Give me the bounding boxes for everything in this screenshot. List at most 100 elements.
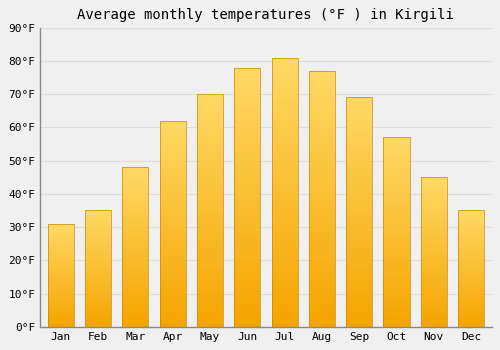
Bar — [122, 295, 148, 296]
Bar — [160, 137, 186, 139]
Bar — [384, 232, 409, 234]
Bar — [384, 315, 409, 317]
Bar — [309, 209, 335, 212]
Bar — [160, 253, 186, 255]
Bar — [421, 195, 447, 197]
Bar — [48, 237, 74, 238]
Bar — [85, 262, 111, 263]
Bar — [272, 284, 297, 286]
Bar — [272, 82, 297, 84]
Bar — [421, 230, 447, 231]
Bar — [421, 179, 447, 180]
Bar — [48, 232, 74, 233]
Bar — [309, 138, 335, 140]
Bar — [272, 222, 297, 224]
Bar — [458, 215, 484, 216]
Bar — [458, 287, 484, 288]
Bar — [122, 234, 148, 236]
Bar — [197, 210, 223, 213]
Bar — [309, 130, 335, 132]
Bar — [234, 184, 260, 187]
Bar — [272, 319, 297, 321]
Bar — [160, 205, 186, 207]
Bar — [458, 324, 484, 326]
Bar — [346, 228, 372, 231]
Bar — [346, 281, 372, 283]
Bar — [122, 306, 148, 308]
Bar — [421, 324, 447, 325]
Bar — [309, 102, 335, 104]
Bar — [421, 267, 447, 268]
Bar — [309, 81, 335, 84]
Title: Average monthly temperatures (°F ) in Kirgili: Average monthly temperatures (°F ) in Ki… — [78, 8, 454, 22]
Bar — [346, 210, 372, 212]
Bar — [309, 204, 335, 206]
Bar — [346, 127, 372, 130]
Bar — [346, 125, 372, 127]
Bar — [197, 271, 223, 273]
Bar — [234, 267, 260, 270]
Bar — [421, 237, 447, 239]
Bar — [122, 274, 148, 276]
Bar — [384, 274, 409, 276]
Bar — [458, 221, 484, 222]
Bar — [85, 243, 111, 244]
Bar — [234, 88, 260, 91]
Bar — [85, 252, 111, 253]
Bar — [122, 241, 148, 242]
Bar — [122, 202, 148, 204]
Bar — [309, 260, 335, 263]
Bar — [160, 228, 186, 230]
Bar — [122, 193, 148, 194]
Bar — [122, 247, 148, 248]
Bar — [384, 177, 409, 179]
Bar — [384, 187, 409, 189]
Bar — [384, 158, 409, 160]
Bar — [197, 296, 223, 299]
Bar — [48, 284, 74, 285]
Bar — [160, 178, 186, 181]
Bar — [346, 318, 372, 320]
Bar — [346, 180, 372, 182]
Bar — [85, 324, 111, 326]
Bar — [309, 89, 335, 91]
Bar — [384, 260, 409, 262]
Bar — [85, 246, 111, 248]
Bar — [421, 289, 447, 291]
Bar — [122, 273, 148, 274]
Bar — [122, 169, 148, 170]
Bar — [421, 315, 447, 316]
Bar — [346, 189, 372, 191]
Bar — [384, 289, 409, 291]
Bar — [234, 288, 260, 290]
Bar — [122, 257, 148, 258]
Bar — [346, 111, 372, 113]
Bar — [85, 282, 111, 284]
Bar — [421, 241, 447, 243]
Bar — [48, 281, 74, 282]
Bar — [272, 66, 297, 68]
Bar — [384, 162, 409, 164]
Bar — [346, 97, 372, 327]
Bar — [122, 209, 148, 210]
Bar — [272, 303, 297, 305]
Bar — [197, 164, 223, 166]
Bar — [384, 189, 409, 190]
Bar — [384, 310, 409, 312]
Bar — [272, 270, 297, 273]
Bar — [346, 260, 372, 262]
Bar — [309, 173, 335, 176]
Bar — [384, 285, 409, 287]
Bar — [421, 318, 447, 319]
Bar — [384, 238, 409, 240]
Bar — [346, 219, 372, 221]
Bar — [458, 239, 484, 241]
Bar — [48, 260, 74, 261]
Bar — [48, 314, 74, 315]
Bar — [197, 97, 223, 99]
Bar — [234, 99, 260, 101]
Bar — [234, 239, 260, 241]
Bar — [272, 114, 297, 117]
Bar — [197, 287, 223, 289]
Bar — [122, 191, 148, 193]
